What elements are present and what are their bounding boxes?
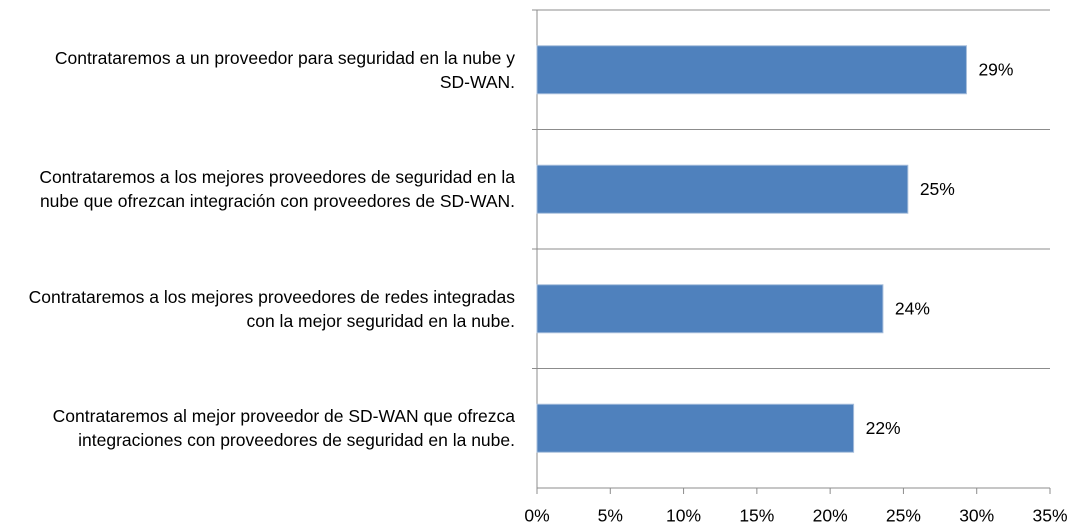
data-label: 29% (978, 59, 1013, 79)
category-label: Contrataremos al mejor proveedor de SD-W… (52, 406, 515, 451)
category-label: Contrataremos a los mejores proveedores … (39, 167, 515, 212)
data-label: 22% (866, 418, 901, 438)
bar (536, 164, 909, 214)
x-tick-label: 15% (739, 506, 774, 526)
bar (536, 284, 884, 334)
data-label: 24% (895, 298, 930, 318)
x-tick-label: 30% (959, 506, 994, 526)
category-label: Contrataremos a un proveedor para seguri… (54, 47, 515, 92)
category-label: Contrataremos a los mejores proveedores … (28, 286, 515, 331)
bar (536, 45, 967, 95)
bar (536, 403, 855, 453)
x-tick-label: 5% (598, 506, 623, 526)
x-tick-label: 0% (524, 506, 549, 526)
x-tick-label: 25% (886, 506, 921, 526)
x-tick-label: 10% (666, 506, 701, 526)
x-tick-label: 35% (1032, 506, 1067, 526)
data-label: 25% (920, 179, 955, 199)
x-tick-label: 20% (813, 506, 848, 526)
